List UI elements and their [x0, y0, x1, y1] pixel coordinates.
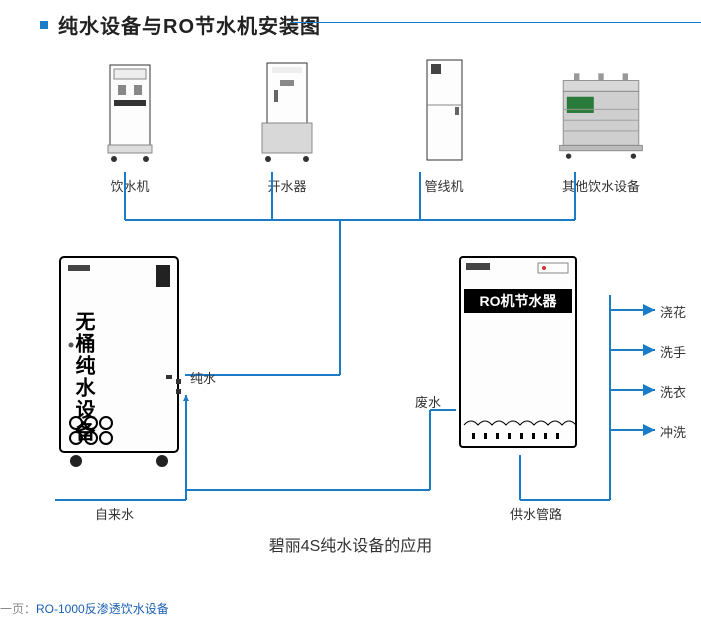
- caption: 碧丽4S纯水设备的应用: [0, 532, 701, 556]
- output-label: 冲洗: [660, 422, 686, 441]
- device-dispenser: 饮水机: [70, 55, 190, 195]
- output-label: 浇花: [660, 302, 686, 321]
- devices-row: 饮水机 开水器 管线机: [70, 55, 661, 195]
- label-tap-water: 自来水: [95, 504, 134, 523]
- title-underline: [290, 22, 701, 23]
- device-label: 饮水机: [110, 176, 149, 195]
- output-label: 洗衣: [660, 382, 686, 401]
- title-bar: 纯水设备与RO节水机安装图: [0, 0, 701, 39]
- label-waste-water: 废水: [415, 392, 441, 411]
- svg-text:无桶纯水设备: 无桶纯水设备: [72, 311, 96, 443]
- footer-link: 一页：RO-1000反渗透饮水设备: [0, 600, 169, 617]
- title-bullet: [40, 21, 48, 29]
- device-label: 其他饮水设备: [562, 176, 640, 195]
- label-supply-line: 供水管路: [510, 504, 562, 523]
- device-icon: [556, 55, 646, 170]
- page-title: 纯水设备与RO节水机安装图: [58, 10, 321, 39]
- label-pure-water: 纯水: [190, 368, 216, 387]
- device-label: 管线机: [424, 176, 463, 195]
- device-boiler: 开水器: [227, 55, 347, 195]
- device-icon: [399, 55, 489, 170]
- svg-text:RO机节水器: RO机节水器: [480, 293, 558, 309]
- pure-water-unit: 无桶纯水设备: [58, 255, 183, 470]
- device-icon: [242, 55, 332, 170]
- device-pipeline: 管线机: [384, 55, 504, 195]
- footer-prefix: 一页：: [0, 602, 36, 616]
- output-label: 洗手: [660, 342, 686, 361]
- device-other: 其他饮水设备: [541, 55, 661, 195]
- device-label: 开水器: [267, 176, 306, 195]
- ro-saver-unit: RO机节水器: [458, 255, 578, 455]
- device-icon: [85, 55, 175, 170]
- footer-anchor[interactable]: RO-1000反渗透饮水设备: [36, 602, 169, 616]
